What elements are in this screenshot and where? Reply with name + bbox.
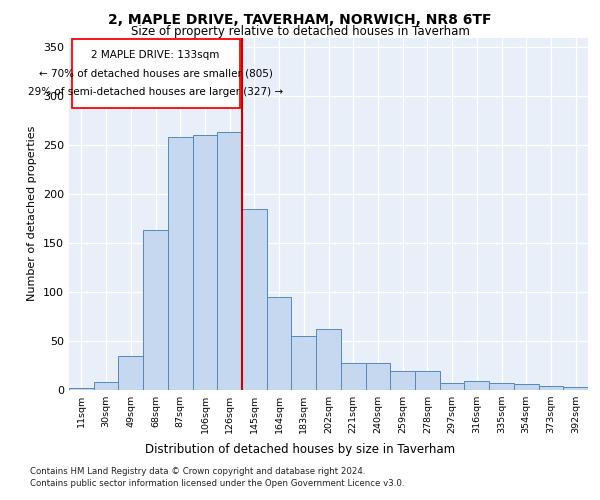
Bar (440, 383, 464, 390)
Bar (464, 381, 489, 390)
Text: Distribution of detached houses by size in Taverham: Distribution of detached houses by size … (145, 442, 455, 456)
Bar (563, 387, 588, 390)
Bar (267, 297, 292, 390)
Bar (539, 386, 563, 390)
Bar (168, 138, 193, 390)
Bar (69, 388, 94, 390)
Text: 2, MAPLE DRIVE, TAVERHAM, NORWICH, NR8 6TF: 2, MAPLE DRIVE, TAVERHAM, NORWICH, NR8 6… (108, 12, 492, 26)
FancyBboxPatch shape (71, 38, 239, 108)
Text: Contains HM Land Registry data © Crown copyright and database right 2024.: Contains HM Land Registry data © Crown c… (30, 468, 365, 476)
Text: 29% of semi-detached houses are larger (327) →: 29% of semi-detached houses are larger (… (28, 86, 283, 97)
Bar (118, 356, 143, 390)
Bar (193, 136, 217, 390)
Bar (489, 383, 514, 390)
Bar (316, 330, 341, 390)
Text: 2 MAPLE DRIVE: 133sqm: 2 MAPLE DRIVE: 133sqm (91, 50, 220, 60)
Bar (143, 230, 168, 390)
Bar (94, 382, 118, 390)
Y-axis label: Number of detached properties: Number of detached properties (28, 126, 37, 302)
Bar (514, 384, 539, 390)
Text: Contains public sector information licensed under the Open Government Licence v3: Contains public sector information licen… (30, 479, 404, 488)
Bar (242, 209, 267, 390)
Bar (217, 132, 242, 390)
Bar (341, 362, 365, 390)
Bar (390, 372, 415, 390)
Bar (292, 336, 316, 390)
Text: ← 70% of detached houses are smaller (805): ← 70% of detached houses are smaller (80… (38, 68, 272, 78)
Bar (365, 362, 390, 390)
Bar (415, 372, 440, 390)
Text: Size of property relative to detached houses in Taverham: Size of property relative to detached ho… (131, 25, 469, 38)
